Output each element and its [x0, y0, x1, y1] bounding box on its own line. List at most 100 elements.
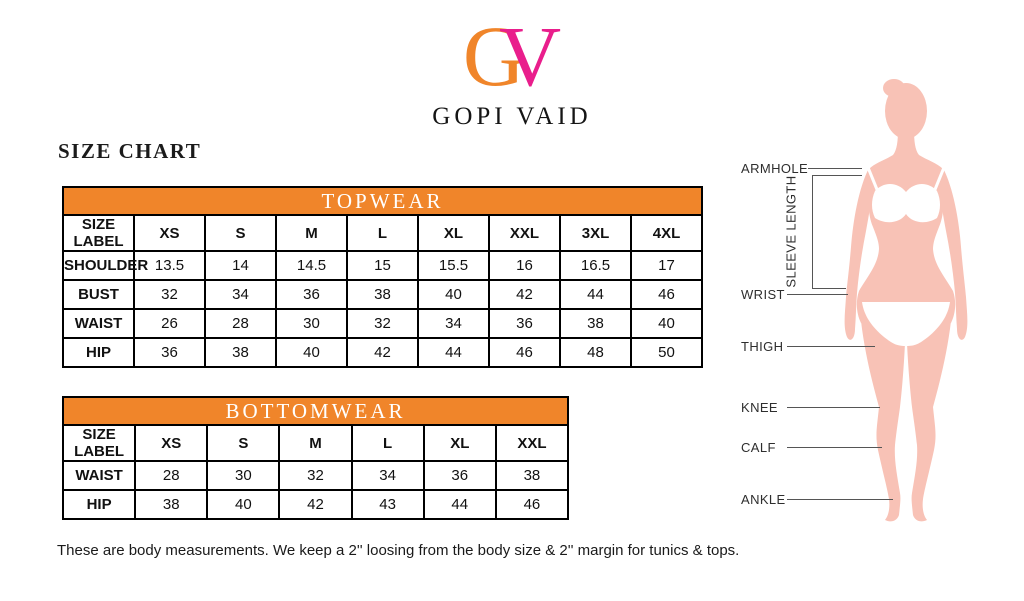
bottomwear-value-cell: 30: [206, 460, 281, 491]
topwear-value-cell: 40: [275, 337, 348, 368]
topwear-table-row: HIP 36 38 40 42 44 46 48 50: [62, 337, 703, 368]
topwear-row-label: BUST: [62, 279, 135, 310]
topwear-column-header: XXL: [488, 214, 561, 252]
ankle-line: [787, 499, 893, 500]
bottomwear-value-cell: 38: [134, 489, 209, 520]
bottomwear-table-row: HIP 38 40 42 43 44 46: [61, 489, 570, 520]
calf-label: CALF: [741, 440, 776, 455]
bottomwear-value-cell: 46: [494, 489, 570, 520]
topwear-value-cell: 42: [346, 337, 419, 368]
topwear-column-header: SIZE LABEL: [62, 214, 135, 252]
topwear-value-cell: 42: [488, 279, 561, 310]
topwear-value-cell: 38: [346, 279, 419, 310]
bottomwear-value-cell: 40: [206, 489, 281, 520]
topwear-title-bar: TOPWEAR: [62, 186, 703, 216]
bra-strap-right: [932, 164, 947, 193]
bottomwear-title-bar: BOTTOMWEAR: [62, 396, 569, 426]
topwear-row-label: HIP: [62, 337, 135, 368]
knee-line: [787, 407, 880, 408]
armhole-line: [808, 168, 862, 169]
topwear-row-label: WAIST: [62, 308, 135, 339]
armhole-label: ARMHOLE: [741, 161, 809, 176]
topwear-value-cell: 28: [204, 308, 277, 339]
topwear-table: TOPWEAR SIZE LABEL XS S M L XL XXL 3XL 4XL SHOULDE…: [62, 186, 703, 368]
bottomwear-row-label: HIP: [61, 489, 137, 520]
panty: [862, 302, 950, 346]
page-title: SIZE CHART: [58, 139, 202, 163]
topwear-column-header: L: [346, 214, 419, 252]
topwear-value-cell: 50: [630, 337, 703, 368]
bottomwear-value-cell: 38: [494, 460, 570, 491]
logo-letter-v: V: [499, 8, 562, 104]
bottomwear-value-cell: 32: [278, 460, 353, 491]
topwear-header-row: SIZE LABEL XS S M L XL XXL 3XL 4XL: [62, 214, 703, 252]
female-body-silhouette-diagram: [844, 79, 968, 522]
bottomwear-value-cell: 36: [422, 460, 497, 491]
knee-label: KNEE: [741, 400, 779, 415]
topwear-value-cell: 13.5: [133, 250, 206, 281]
bottomwear-table-row: WAIST 28 30 32 34 36 38: [61, 460, 570, 491]
sleeve-length-bracket-vertical: [812, 175, 813, 288]
topwear-value-cell: 40: [417, 279, 490, 310]
sleeve-length-label: SLEEVE LENGTH: [783, 175, 799, 288]
ankle-label: ANKLE: [741, 492, 786, 507]
topwear-row-label: SHOULDER: [62, 250, 148, 281]
topwear-value-cell: 34: [204, 279, 277, 310]
topwear-value-cell: 15: [346, 250, 419, 281]
topwear-value-cell: 44: [559, 279, 632, 310]
topwear-column-header: XL: [417, 214, 490, 252]
topwear-value-cell: 40: [630, 308, 703, 339]
bottomwear-column-header: XL: [422, 424, 497, 462]
brand-logo: GV: [0, 10, 1024, 102]
topwear-value-cell: 15.5: [417, 250, 490, 281]
bra-strap-left: [865, 164, 880, 193]
topwear-value-cell: 16: [488, 250, 561, 281]
wrist-label: WRIST: [741, 287, 785, 302]
topwear-column-header: XS: [133, 214, 206, 252]
bottomwear-table: BOTTOMWEAR SIZE LABEL XS S M L XL XXL WAIST 28 30 3…: [61, 396, 570, 520]
topwear-value-cell: 17: [630, 250, 703, 281]
bottomwear-value-cell: 43: [350, 489, 425, 520]
topwear-value-cell: 46: [488, 337, 561, 368]
bottomwear-value-cell: 28: [134, 460, 209, 491]
topwear-column-header: S: [204, 214, 277, 252]
bottomwear-column-header: XXL: [494, 424, 570, 462]
thigh-line: [787, 346, 875, 347]
topwear-column-header: M: [275, 214, 348, 252]
topwear-value-cell: 36: [133, 337, 206, 368]
topwear-value-cell: 46: [630, 279, 703, 310]
topwear-value-cell: 32: [133, 279, 206, 310]
topwear-value-cell: 14.5: [275, 250, 348, 281]
wrist-line: [787, 294, 848, 295]
topwear-value-cell: 26: [133, 308, 206, 339]
topwear-value-cell: 36: [275, 279, 348, 310]
logo-letter-g: G: [462, 8, 525, 104]
topwear-value-cell: 36: [488, 308, 561, 339]
thigh-label: THIGH: [741, 339, 784, 354]
topwear-table-row: WAIST 26 28 30 32 34 36 38 40: [62, 308, 703, 339]
bra-and-panty: [862, 164, 950, 346]
topwear-value-cell: 14: [204, 250, 277, 281]
topwear-table-row: BUST 32 34 36 38 40 42 44 46: [62, 279, 703, 310]
bottomwear-column-header: XS: [134, 424, 209, 462]
bra: [872, 184, 940, 223]
topwear-column-header: 4XL: [630, 214, 703, 252]
bottomwear-header-row: SIZE LABEL XS S M L XL XXL: [61, 424, 570, 462]
topwear-table-row: SHOULDER 13.5 14 14.5 15 15.5 16 16.5 17: [62, 250, 703, 281]
topwear-value-cell: 48: [559, 337, 632, 368]
bottomwear-column-header: L: [350, 424, 425, 462]
bottomwear-column-header: S: [206, 424, 281, 462]
topwear-column-header: 3XL: [559, 214, 632, 252]
topwear-value-cell: 34: [417, 308, 490, 339]
brand-name: GOPI VAID: [432, 103, 592, 130]
topwear-value-cell: 38: [559, 308, 632, 339]
sleeve-length-bracket-top: [812, 175, 862, 176]
measurement-note: These are body measurements. We keep a 2…: [57, 542, 740, 559]
bottomwear-column-header: M: [278, 424, 353, 462]
bottomwear-column-header: SIZE LABEL: [61, 424, 137, 462]
body-silhouette: [844, 79, 968, 522]
sleeve-length-bracket-bottom: [812, 288, 846, 289]
topwear-value-cell: 16.5: [559, 250, 632, 281]
bottomwear-value-cell: 44: [422, 489, 497, 520]
